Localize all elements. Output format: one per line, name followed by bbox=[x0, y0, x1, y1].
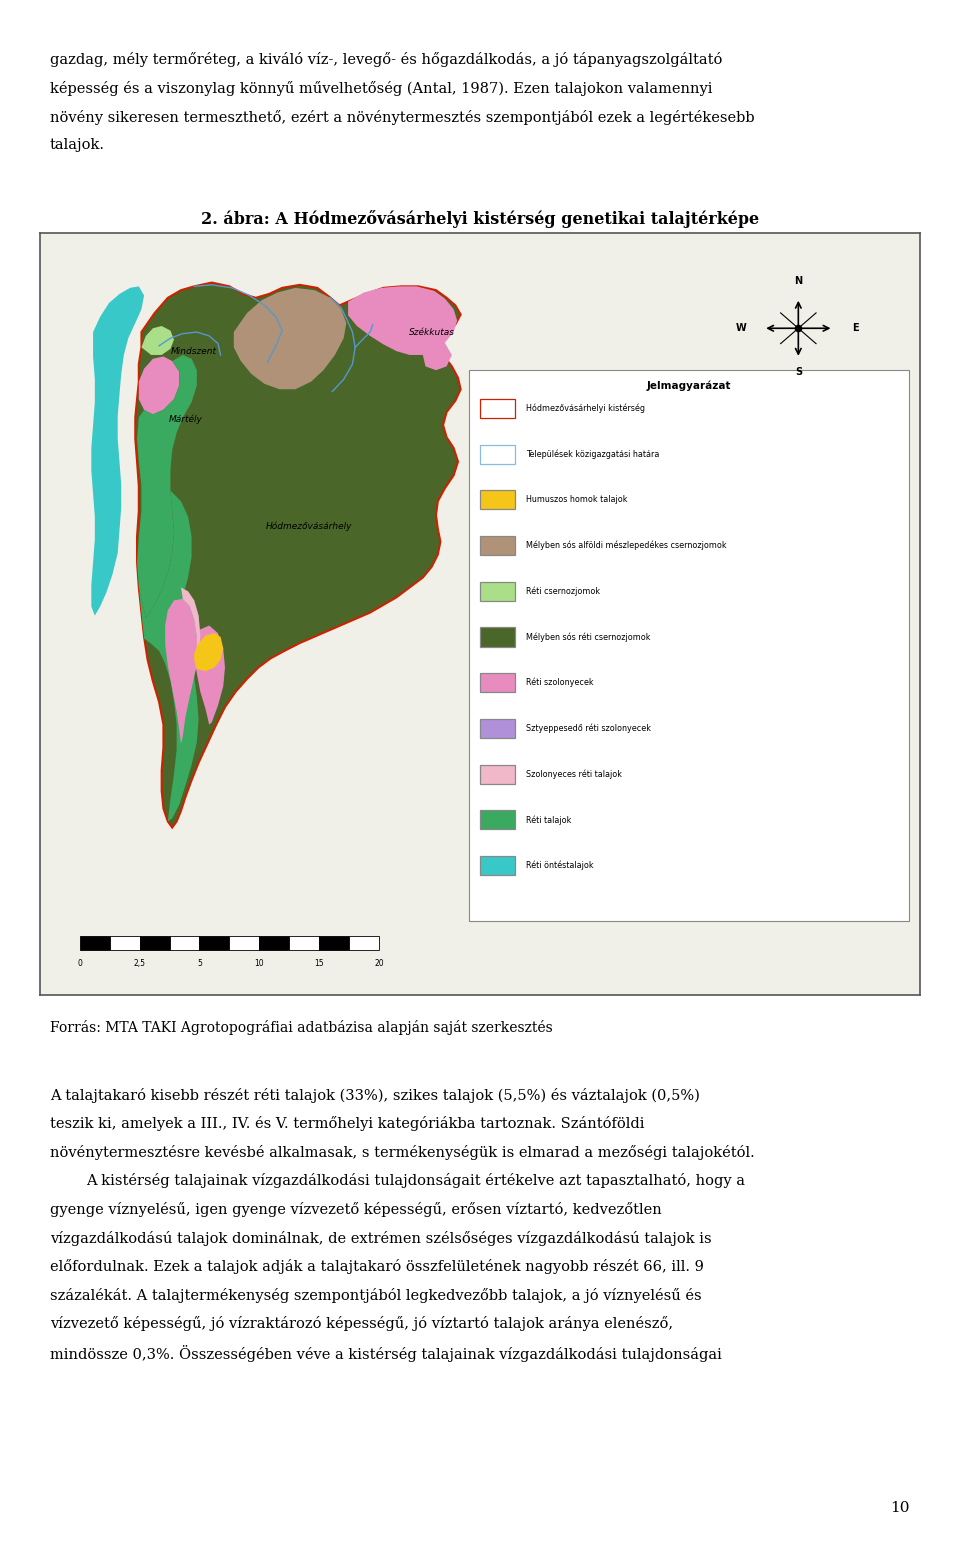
Text: A kistérség talajainak vízgazdálkodási tulajdonságait értékelve azt tapasztalhat: A kistérség talajainak vízgazdálkodási t… bbox=[86, 1173, 745, 1188]
Bar bbox=[480, 398, 516, 418]
Text: Hódmezővásárhelyi kistérség: Hódmezővásárhelyi kistérség bbox=[526, 404, 645, 414]
Text: A talajtakaró kisebb részét réti talajok (33%), szikes talajok (5,5%) és váztala: A talajtakaró kisebb részét réti talajok… bbox=[50, 1088, 700, 1103]
Bar bbox=[80, 935, 109, 949]
Bar bbox=[109, 935, 140, 949]
Text: Forrás: MTA TAKI Agrotopográfiai adatbázisa alapján saját szerkesztés: Forrás: MTA TAKI Agrotopográfiai adatbáz… bbox=[50, 1020, 553, 1035]
Text: Jelmagyarázat: Jelmagyarázat bbox=[647, 380, 732, 390]
Text: Réti talajok: Réti talajok bbox=[526, 815, 571, 824]
Bar bbox=[229, 935, 259, 949]
Text: Mélyben sós alföldi mészlepedékes csernozjomok: Mélyben sós alföldi mészlepedékes cserno… bbox=[526, 540, 727, 551]
Bar bbox=[259, 935, 289, 949]
Bar bbox=[480, 673, 516, 693]
Text: 10: 10 bbox=[891, 1501, 910, 1515]
Polygon shape bbox=[135, 282, 461, 827]
Text: N: N bbox=[794, 276, 803, 285]
Polygon shape bbox=[139, 491, 201, 821]
Polygon shape bbox=[139, 356, 180, 415]
Bar bbox=[480, 810, 516, 830]
FancyBboxPatch shape bbox=[469, 370, 909, 921]
Text: talajok.: talajok. bbox=[50, 139, 105, 153]
Text: 2,5: 2,5 bbox=[133, 958, 146, 967]
Bar bbox=[349, 935, 379, 949]
Text: 20: 20 bbox=[374, 958, 384, 967]
Polygon shape bbox=[165, 599, 197, 744]
Text: S: S bbox=[795, 367, 802, 378]
Bar bbox=[480, 856, 516, 875]
Text: mindössze 0,3%. Összességében véve a kistérség talajainak vízgazdálkodási tulajd: mindössze 0,3%. Összességében véve a kis… bbox=[50, 1344, 722, 1362]
Bar bbox=[170, 935, 200, 949]
Text: képesség és a viszonylag könnyű művelhetőség (Antal, 1987). Ezen talajokon valam: képesség és a viszonylag könnyű művelhet… bbox=[50, 80, 712, 96]
Text: 5: 5 bbox=[197, 958, 202, 967]
Polygon shape bbox=[181, 588, 201, 677]
Text: teszik ki, amelyek a III., IV. és V. termőhelyi kategóriákba tartoznak. Szántófö: teszik ki, amelyek a III., IV. és V. ter… bbox=[50, 1117, 644, 1131]
Text: gazdag, mély termőréteg, a kiváló víz-, levegő- és hőgazdálkodás, a jó tápanyags: gazdag, mély termőréteg, a kiváló víz-, … bbox=[50, 52, 722, 68]
Polygon shape bbox=[91, 287, 144, 616]
Text: W: W bbox=[736, 324, 747, 333]
Bar bbox=[200, 935, 229, 949]
Text: Mártély: Mártély bbox=[168, 415, 203, 424]
Text: 15: 15 bbox=[314, 958, 324, 967]
Point bbox=[791, 316, 806, 341]
Text: gyenge víznyelésű, igen gyenge vízvezető képességű, erősen víztartó, kedvezőtlen: gyenge víznyelésű, igen gyenge vízvezető… bbox=[50, 1202, 661, 1217]
Text: Sztyeppesedő réti szolonyecek: Sztyeppesedő réti szolonyecek bbox=[526, 724, 651, 733]
Polygon shape bbox=[137, 355, 197, 617]
Text: Mélyben sós réti csernozjomok: Mélyben sós réti csernozjomok bbox=[526, 633, 650, 642]
Bar bbox=[480, 628, 516, 647]
Text: előfordulnak. Ezek a talajok adják a talajtakaró összfelületének nagyobb részét : előfordulnak. Ezek a talajok adják a tal… bbox=[50, 1259, 704, 1275]
Text: Szolonyeces réti talajok: Szolonyeces réti talajok bbox=[526, 770, 622, 779]
Polygon shape bbox=[422, 341, 452, 370]
Bar bbox=[480, 491, 516, 509]
Text: Székkutas: Székkutas bbox=[409, 327, 455, 336]
Text: Humuszos homok talajok: Humuszos homok talajok bbox=[526, 495, 627, 505]
Text: százalékát. A talajtermékenység szempontjából legkedvezőbb talajok, a jó víznyel: százalékát. A talajtermékenység szempont… bbox=[50, 1287, 702, 1302]
Text: Települések közigazgatási határa: Települések közigazgatási határa bbox=[526, 449, 660, 458]
Polygon shape bbox=[141, 326, 174, 355]
Polygon shape bbox=[348, 287, 457, 355]
Text: 2. ábra: A Hódmezővásárhelyi kistérség genetikai talajtérképe: 2. ábra: A Hódmezővásárhelyi kistérség g… bbox=[201, 210, 759, 228]
Bar bbox=[480, 444, 516, 463]
Text: vízgazdálkodású talajok dominálnak, de extrémen szélsőséges vízgazdálkodású tala: vízgazdálkodású talajok dominálnak, de e… bbox=[50, 1231, 711, 1245]
Text: növény sikeresen termeszthető, ezért a növénytermesztés szempontjából ezek a leg: növény sikeresen termeszthető, ezért a n… bbox=[50, 110, 755, 125]
Text: vízvezető képességű, jó vízraktározó képességű, jó víztartó talajok aránya elené: vízvezető képességű, jó vízraktározó kép… bbox=[50, 1316, 673, 1332]
Text: 10: 10 bbox=[254, 958, 264, 967]
Bar bbox=[480, 765, 516, 784]
Polygon shape bbox=[234, 289, 347, 389]
Bar bbox=[480, 719, 516, 738]
Bar bbox=[289, 935, 319, 949]
Bar bbox=[140, 935, 170, 949]
Text: Réti csernozjomok: Réti csernozjomok bbox=[526, 586, 600, 596]
Bar bbox=[319, 935, 349, 949]
Text: növénytermesztésre kevésbé alkalmasak, s termékenységük is elmarad a mezőségi ta: növénytermesztésre kevésbé alkalmasak, s… bbox=[50, 1145, 755, 1160]
Text: Hódmezővásárhely: Hódmezővásárhely bbox=[265, 522, 351, 531]
Polygon shape bbox=[194, 633, 224, 671]
Polygon shape bbox=[194, 625, 225, 725]
Text: Mindszent: Mindszent bbox=[171, 347, 217, 355]
Text: 0: 0 bbox=[78, 958, 83, 967]
Bar bbox=[480, 582, 516, 600]
Text: Réti öntéstalajok: Réti öntéstalajok bbox=[526, 861, 593, 870]
Text: Réti szolonyecek: Réti szolonyecek bbox=[526, 677, 593, 688]
Bar bbox=[480, 535, 516, 555]
Text: E: E bbox=[852, 324, 858, 333]
